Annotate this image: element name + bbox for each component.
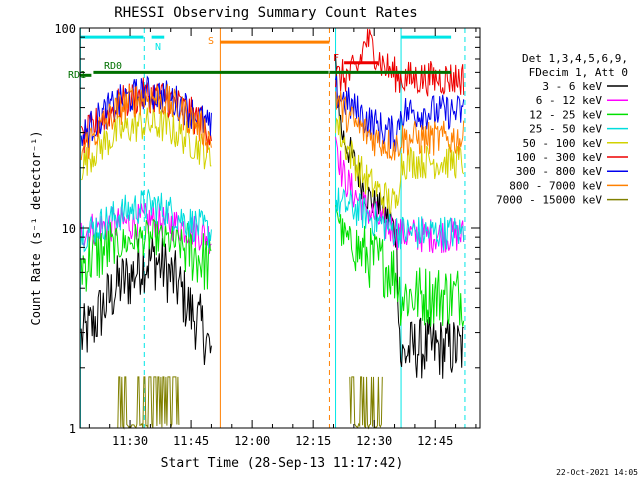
series-line-3-b: [335, 205, 465, 327]
series-line-8-a: [80, 84, 212, 161]
series-line-1-a: [80, 237, 212, 366]
legend-label-8: 7000 - 15000 keV: [496, 194, 602, 207]
series-line-6-b: [335, 28, 465, 97]
legend: Det 1,3,4,5,6,9,FDecim 1, Att 03 - 6 keV…: [496, 52, 628, 207]
x-tick-label-2: 12:00: [234, 434, 270, 448]
x-tick-label-4: 12:30: [356, 434, 392, 448]
legend-label-3: 25 - 50 keV: [529, 123, 602, 136]
legend-header-0: Det 1,3,4,5,6,9,: [522, 52, 628, 65]
series-line-2-b: [335, 136, 465, 254]
legend-label-1: 6 - 12 keV: [536, 94, 603, 107]
y-axis-label: Count Rate (s⁻¹ detector⁻¹): [29, 130, 43, 325]
flag-label-rd0: RD0: [104, 61, 122, 72]
series-line-9-a: [117, 376, 180, 430]
timestamp: 22-Oct-2021 14:05: [556, 468, 638, 477]
legend-label-7: 800 - 7000 keV: [509, 179, 602, 192]
x-tick-label-0: 11:30: [112, 434, 148, 448]
series-line-9-b: [349, 376, 383, 430]
y-tick-label-0: 1: [69, 422, 76, 436]
series-line-5-b: [335, 115, 465, 215]
series-line-4-a: [80, 189, 212, 253]
data-layer: N S F RD0 RD1: [68, 28, 466, 430]
series-line-3-a: [80, 218, 212, 292]
series-line-5-a: [80, 107, 212, 181]
legend-header-1: FDecim 1, Att 0: [529, 66, 628, 79]
x-axis-label: Start Time (28-Sep-13 11:17:42): [161, 456, 404, 471]
series-line-4-b: [335, 187, 465, 251]
chart-title: RHESSI Observing Summary Count Rates: [114, 5, 417, 21]
legend-label-5: 100 - 300 keV: [516, 151, 602, 164]
frame-layer: 1 10 100 11:30 11:45 12:00 12:15 12:30 12:45: [54, 22, 481, 448]
legend-label-4: 50 - 100 keV: [523, 137, 603, 150]
series-line-7-a: [80, 75, 212, 148]
x-tick-label-1: 11:45: [173, 434, 209, 448]
legend-label-6: 300 - 800 keV: [516, 165, 602, 178]
y-tick-label-2: 100: [54, 22, 76, 36]
x-tick-label-5: 12:45: [417, 434, 453, 448]
legend-label-0: 3 - 6 keV: [542, 80, 602, 93]
series-line-8-b: [335, 91, 465, 162]
flag-label-s: S: [208, 36, 214, 47]
x-tick-label-3: 12:15: [295, 434, 331, 448]
y-tick-label-1: 10: [62, 222, 76, 236]
flag-label-n: N: [155, 42, 161, 53]
flag-label-f: F: [333, 53, 339, 64]
legend-label-2: 12 - 25 keV: [529, 108, 602, 121]
series-line-7-b: [335, 75, 465, 152]
flag-label-rd1: RD1: [68, 70, 86, 81]
